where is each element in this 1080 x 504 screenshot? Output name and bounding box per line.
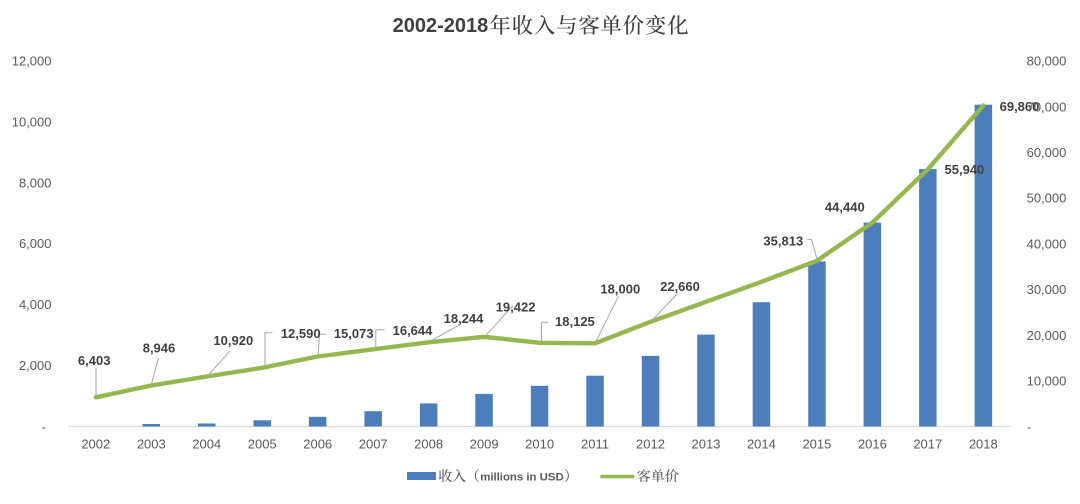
svg-text:2005: 2005: [248, 437, 277, 452]
svg-text:2004: 2004: [192, 437, 221, 452]
svg-text:50,000: 50,000: [1027, 191, 1067, 206]
svg-text:2014: 2014: [747, 437, 776, 452]
svg-text:8,000: 8,000: [19, 175, 52, 190]
svg-text:18,125: 18,125: [555, 314, 595, 329]
svg-text:2015: 2015: [802, 437, 831, 452]
svg-text:2002-2018: 2002-2018: [393, 15, 489, 37]
svg-text:2003: 2003: [137, 437, 166, 452]
svg-text:30,000: 30,000: [1027, 282, 1067, 297]
svg-text:2,000: 2,000: [19, 358, 52, 373]
svg-text:6,000: 6,000: [19, 236, 52, 251]
svg-text:2018: 2018: [969, 437, 998, 452]
svg-text:-: -: [42, 419, 46, 434]
svg-text:2008: 2008: [414, 437, 443, 452]
svg-text:millions in USD: millions in USD: [480, 471, 564, 483]
svg-text:20,000: 20,000: [1027, 328, 1067, 343]
svg-text:22,660: 22,660: [660, 279, 700, 294]
svg-text:18,000: 18,000: [600, 282, 640, 297]
svg-text:55,940: 55,940: [945, 162, 985, 177]
svg-text:70,000: 70,000: [1027, 99, 1067, 114]
svg-text:-: -: [1027, 419, 1031, 434]
svg-text:12,590: 12,590: [281, 326, 321, 341]
svg-text:44,440: 44,440: [825, 200, 865, 215]
svg-text:40,000: 40,000: [1027, 236, 1067, 251]
svg-text:10,920: 10,920: [213, 333, 253, 348]
svg-text:2011: 2011: [581, 437, 609, 452]
svg-text:2010: 2010: [525, 437, 554, 452]
svg-text:2006: 2006: [303, 437, 332, 452]
svg-text:2002: 2002: [81, 437, 110, 452]
svg-text:4,000: 4,000: [19, 297, 52, 312]
svg-text:69,860: 69,860: [1000, 99, 1040, 114]
svg-text:16,644: 16,644: [393, 323, 434, 338]
svg-text:10,000: 10,000: [12, 114, 52, 129]
svg-text:80,000: 80,000: [1027, 54, 1067, 69]
svg-text:2017: 2017: [913, 437, 942, 452]
svg-text:6,403: 6,403: [78, 353, 111, 368]
svg-text:10,000: 10,000: [1027, 374, 1067, 389]
svg-text:8,946: 8,946: [143, 341, 176, 356]
svg-text:2016: 2016: [858, 437, 887, 452]
svg-text:18,244: 18,244: [444, 311, 485, 326]
svg-text:12,000: 12,000: [12, 53, 52, 68]
svg-text:15,073: 15,073: [334, 326, 374, 341]
svg-text:35,813: 35,813: [763, 233, 803, 248]
svg-text:2013: 2013: [692, 437, 721, 452]
svg-text:2009: 2009: [470, 437, 499, 452]
svg-text:60,000: 60,000: [1027, 145, 1067, 160]
svg-text:2012: 2012: [636, 437, 665, 452]
svg-text:2007: 2007: [359, 437, 388, 452]
svg-text:19,422: 19,422: [496, 299, 536, 314]
